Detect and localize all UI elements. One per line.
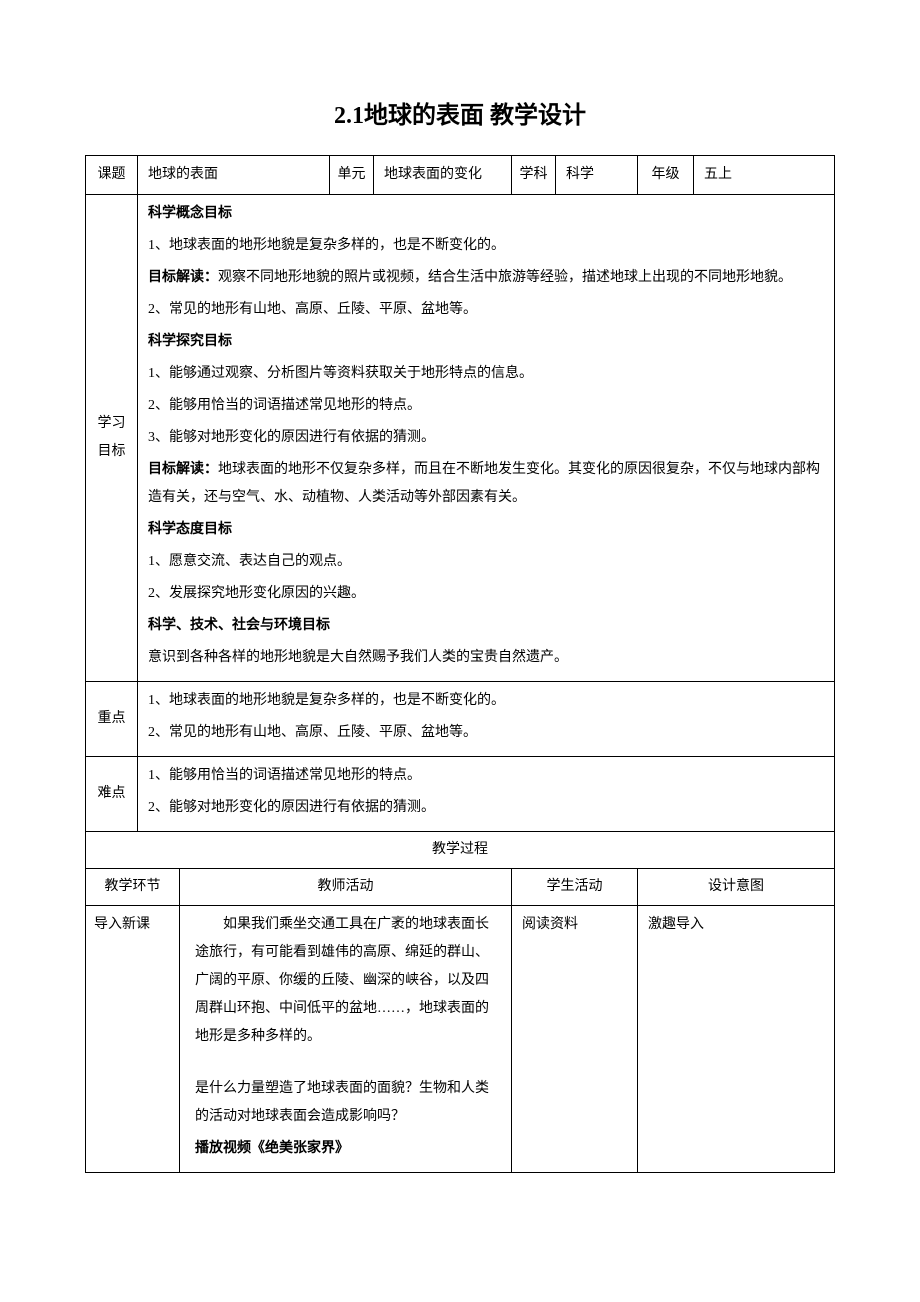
unit-value: 地球表面的变化 — [374, 156, 512, 195]
stage-header: 教学环节 — [86, 869, 180, 906]
interpret-label: 目标解读： — [148, 270, 218, 285]
inquiry-title: 科学探究目标 — [148, 328, 824, 356]
stse-item1: 意识到各种各样的地形地貌是大自然赐予我们人类的宝贵自然遗产。 — [148, 644, 824, 672]
intent-header: 设计意图 — [638, 869, 835, 906]
document-title: 2.1地球的表面 教学设计 — [85, 95, 835, 130]
difficulties-row: 难点 1、能够用恰当的词语描述常见地形的特点。 2、能够对地形变化的原因进行有依… — [86, 757, 835, 832]
difficulty-item2: 2、能够对地形变化的原因进行有依据的猜测。 — [148, 794, 824, 822]
header-row: 课题 地球的表面 单元 地球表面的变化 学科 科学 年级 五上 — [86, 156, 835, 195]
stage-value: 导入新课 — [86, 906, 180, 1173]
stse-title: 科学、技术、社会与环境目标 — [148, 612, 824, 640]
interpret-text: 观察不同地形地貌的照片或视频，结合生活中旅游等经验，描述地球上出现的不同地形地貌… — [218, 270, 792, 285]
inquiry-item1: 1、能够通过观察、分析图片等资料获取关于地形特点的信息。 — [148, 360, 824, 388]
grade-value: 五上 — [694, 156, 835, 195]
lesson-plan-table: 课题 地球的表面 单元 地球表面的变化 学科 科学 年级 五上 学习目标 科学概… — [85, 155, 835, 1173]
difficulty-item1: 1、能够用恰当的词语描述常见地形的特点。 — [148, 762, 824, 790]
keypoint-item2: 2、常见的地形有山地、高原、丘陵、平原、盆地等。 — [148, 719, 824, 747]
concept-title: 科学概念目标 — [148, 200, 824, 228]
inquiry-item2: 2、能够用恰当的词语描述常见地形的特点。 — [148, 392, 824, 420]
grade-label: 年级 — [638, 156, 694, 195]
objectives-label: 学习目标 — [86, 195, 138, 682]
keypoint-item1: 1、地球表面的地形地貌是复杂多样的，也是不断变化的。 — [148, 687, 824, 715]
process-row1: 导入新课 如果我们乘坐交通工具在广袤的地球表面长途旅行，有可能看到雄伟的高原、绵… — [86, 906, 835, 1173]
process-title-row: 教学过程 — [86, 832, 835, 869]
difficulties-content: 1、能够用恰当的词语描述常见地形的特点。 2、能够对地形变化的原因进行有依据的猜… — [138, 757, 835, 832]
teacher-p1: 如果我们乘坐交通工具在广袤的地球表面长途旅行，有可能看到雄伟的高原、绵延的群山、… — [195, 911, 496, 1051]
interpret-text2: 地球表面的地形不仅复杂多样，而且在不断地发生变化。其变化的原因很复杂，不仅与地球… — [148, 462, 820, 505]
teacher-p3: 播放视频《绝美张家界》 — [195, 1135, 496, 1163]
inquiry-interpret: 目标解读：地球表面的地形不仅复杂多样，而且在不断地发生变化。其变化的原因很复杂，… — [148, 456, 824, 512]
concept-item2: 2、常见的地形有山地、高原、丘陵、平原、盆地等。 — [148, 296, 824, 324]
teacher-header: 教师活动 — [180, 869, 512, 906]
attitude-item2: 2、发展探究地形变化原因的兴趣。 — [148, 580, 824, 608]
process-title: 教学过程 — [86, 832, 835, 869]
design-intent-content: 激趣导入 — [638, 906, 835, 1173]
concept-item1: 1、地球表面的地形地貌是复杂多样的，也是不断变化的。 — [148, 232, 824, 260]
teacher-p2: 是什么力量塑造了地球表面的面貌？生物和人类的活动对地球表面会造成影响吗？ — [195, 1075, 496, 1131]
keypoints-label: 重点 — [86, 682, 138, 757]
keypoints-row: 重点 1、地球表面的地形地貌是复杂多样的，也是不断变化的。 2、常见的地形有山地… — [86, 682, 835, 757]
interpret-label2: 目标解读： — [148, 462, 218, 477]
keypoints-content: 1、地球表面的地形地貌是复杂多样的，也是不断变化的。 2、常见的地形有山地、高原… — [138, 682, 835, 757]
teacher-activity-content: 如果我们乘坐交通工具在广袤的地球表面长途旅行，有可能看到雄伟的高原、绵延的群山、… — [180, 906, 512, 1173]
concept-interpret: 目标解读：观察不同地形地貌的照片或视频，结合生活中旅游等经验，描述地球上出现的不… — [148, 264, 824, 292]
subject-value: 科学 — [556, 156, 638, 195]
student-header: 学生活动 — [512, 869, 638, 906]
objectives-row: 学习目标 科学概念目标 1、地球表面的地形地貌是复杂多样的，也是不断变化的。 目… — [86, 195, 835, 682]
student-activity-content: 阅读资料 — [512, 906, 638, 1173]
process-header-row: 教学环节 教师活动 学生活动 设计意图 — [86, 869, 835, 906]
attitude-title: 科学态度目标 — [148, 516, 824, 544]
topic-label: 课题 — [86, 156, 138, 195]
inquiry-item3: 3、能够对地形变化的原因进行有依据的猜测。 — [148, 424, 824, 452]
topic-value: 地球的表面 — [138, 156, 330, 195]
attitude-item1: 1、愿意交流、表达自己的观点。 — [148, 548, 824, 576]
difficulties-label: 难点 — [86, 757, 138, 832]
subject-label: 学科 — [512, 156, 556, 195]
unit-label: 单元 — [330, 156, 374, 195]
objectives-content: 科学概念目标 1、地球表面的地形地貌是复杂多样的，也是不断变化的。 目标解读：观… — [138, 195, 835, 682]
